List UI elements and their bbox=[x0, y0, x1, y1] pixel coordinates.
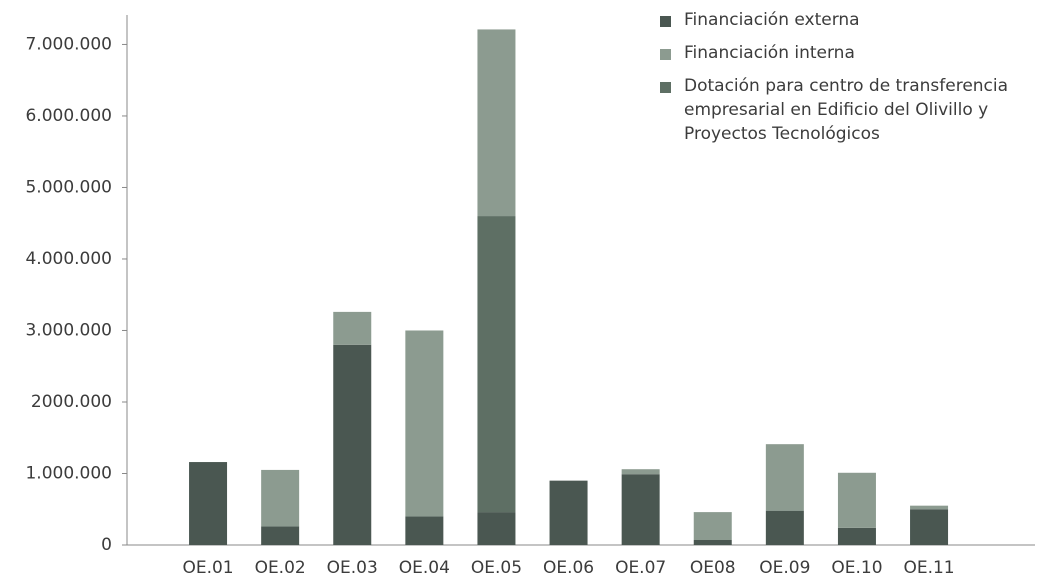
x-tick-label: OE.06 bbox=[543, 558, 594, 578]
bar-segment bbox=[189, 462, 228, 545]
bar-segment bbox=[477, 29, 516, 217]
x-tick-label: OE.11 bbox=[903, 558, 954, 578]
bar-segment bbox=[910, 505, 949, 510]
bar-segment bbox=[333, 344, 372, 545]
legend-item: Financiación externa bbox=[660, 8, 1030, 32]
legend-item: Dotación para centro de transferencia em… bbox=[660, 74, 1030, 146]
x-tick-label: OE.03 bbox=[327, 558, 378, 578]
y-tick-label: 1.000.000 bbox=[25, 463, 112, 483]
bar-segment bbox=[621, 469, 660, 475]
legend-item: Financiación interna bbox=[660, 41, 1030, 65]
bar-segment bbox=[837, 472, 876, 528]
y-tick-label: 3.000.000 bbox=[25, 320, 112, 340]
legend: Financiación externa Financiación interna… bbox=[660, 8, 1030, 155]
legend-label: Financiación interna bbox=[684, 43, 855, 63]
x-tick-label: OE.09 bbox=[759, 558, 810, 578]
bar-segment bbox=[693, 539, 732, 545]
y-tick-label: 2000.000 bbox=[31, 392, 112, 412]
x-tick-label: OE08 bbox=[690, 558, 736, 578]
legend-swatch bbox=[660, 16, 671, 27]
x-tick-label: OE.04 bbox=[399, 558, 450, 578]
y-tick-label: 5.000.000 bbox=[25, 177, 112, 197]
bar-segment bbox=[405, 330, 444, 517]
x-tick-label: OE.02 bbox=[255, 558, 306, 578]
bar-segment bbox=[621, 474, 660, 545]
bar-segment bbox=[910, 509, 949, 545]
legend-swatch bbox=[660, 82, 671, 93]
y-tick-label: 7.000.000 bbox=[25, 34, 112, 54]
legend-swatch bbox=[660, 49, 671, 60]
legend-label: Dotación para centro de transferencia em… bbox=[684, 76, 1009, 144]
bar-segment bbox=[477, 216, 516, 513]
bar-segment bbox=[333, 311, 372, 345]
x-tick-label: OE.10 bbox=[831, 558, 882, 578]
legend-label: Financiación externa bbox=[684, 10, 860, 30]
bar-segment bbox=[261, 526, 300, 545]
y-tick-label: 6.000.000 bbox=[25, 106, 112, 126]
x-tick-label: OE.05 bbox=[471, 558, 522, 578]
y-tick-label: 0 bbox=[101, 535, 112, 555]
x-tick-label: OE.01 bbox=[182, 558, 233, 578]
bar-segment bbox=[261, 469, 300, 527]
bar-segment bbox=[837, 527, 876, 545]
bar-segment bbox=[477, 512, 516, 545]
y-tick-label: 4.000.000 bbox=[25, 249, 112, 269]
bar-segment bbox=[765, 444, 804, 511]
bar-segment bbox=[549, 480, 588, 545]
bar-segment bbox=[405, 516, 444, 545]
bar-segment bbox=[765, 510, 804, 545]
bar-segment bbox=[693, 512, 732, 540]
x-tick-label: OE.07 bbox=[615, 558, 666, 578]
